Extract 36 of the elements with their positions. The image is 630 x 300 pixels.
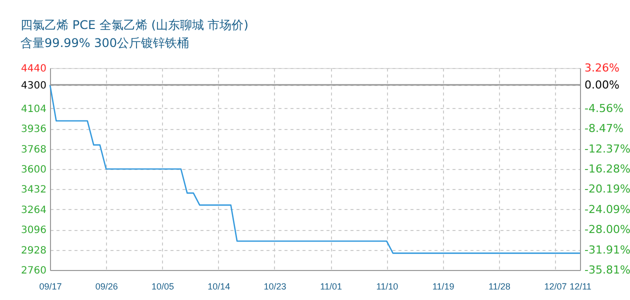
y-tick-label: 4300 — [21, 80, 46, 92]
y-tick-label: 3600 — [21, 164, 46, 176]
x-tick-label: 11/19 — [432, 282, 454, 292]
y-tick-label: 3264 — [21, 204, 46, 216]
x-tick-label: 09/17 — [39, 282, 62, 292]
y-tick-label: 3936 — [21, 124, 46, 136]
y-tick-label: 2928 — [21, 245, 46, 256]
y-tick-label: 3096 — [21, 225, 46, 236]
x-tick-label: 10/23 — [264, 282, 286, 292]
x-tick-label: 11/01 — [320, 282, 342, 292]
x-tick-label: 10/05 — [151, 282, 174, 292]
y2-tick-label: -4.56% — [584, 102, 624, 115]
y2-tick-label: -8.47% — [584, 122, 624, 136]
y2-tick-label: -28.00% — [584, 223, 630, 236]
x-tick-label: 12/07 — [544, 282, 567, 292]
y2-tick-label: -12.37% — [584, 142, 630, 156]
y2-tick-label: -35.81% — [584, 264, 630, 276]
y-tick-label: 4440 — [21, 64, 46, 74]
y-tick-label: 2760 — [21, 266, 46, 276]
x-tick-label: 11/28 — [488, 282, 510, 292]
x-tick-label: 11/10 — [376, 282, 398, 292]
x-tick-label: 10/14 — [208, 282, 230, 292]
y-tick-label: 3432 — [21, 184, 46, 196]
line-series — [49, 84, 581, 254]
y2-tick-label: 0.00% — [584, 78, 620, 92]
chart-title: 四氯乙烯 PCE 全氯乙烯 (山东聊城 市场价) — [20, 18, 248, 32]
y-tick-label: 4104 — [21, 104, 46, 115]
y2-tick-label: 3.26% — [584, 62, 620, 74]
y2-tick-label: -31.91% — [584, 243, 630, 256]
x-tick-label: 09/26 — [95, 282, 118, 292]
y2-tick-label: -16.28% — [584, 162, 630, 176]
chart-subtitle: 含量99.99% 300公斤镀锌铁桶 — [20, 36, 190, 50]
y-tick-label: 3768 — [21, 144, 46, 156]
x-tick-label: 12/11 — [570, 282, 592, 292]
y2-tick-label: -20.19% — [584, 182, 630, 196]
y2-tick-label: -24.09% — [584, 202, 630, 216]
